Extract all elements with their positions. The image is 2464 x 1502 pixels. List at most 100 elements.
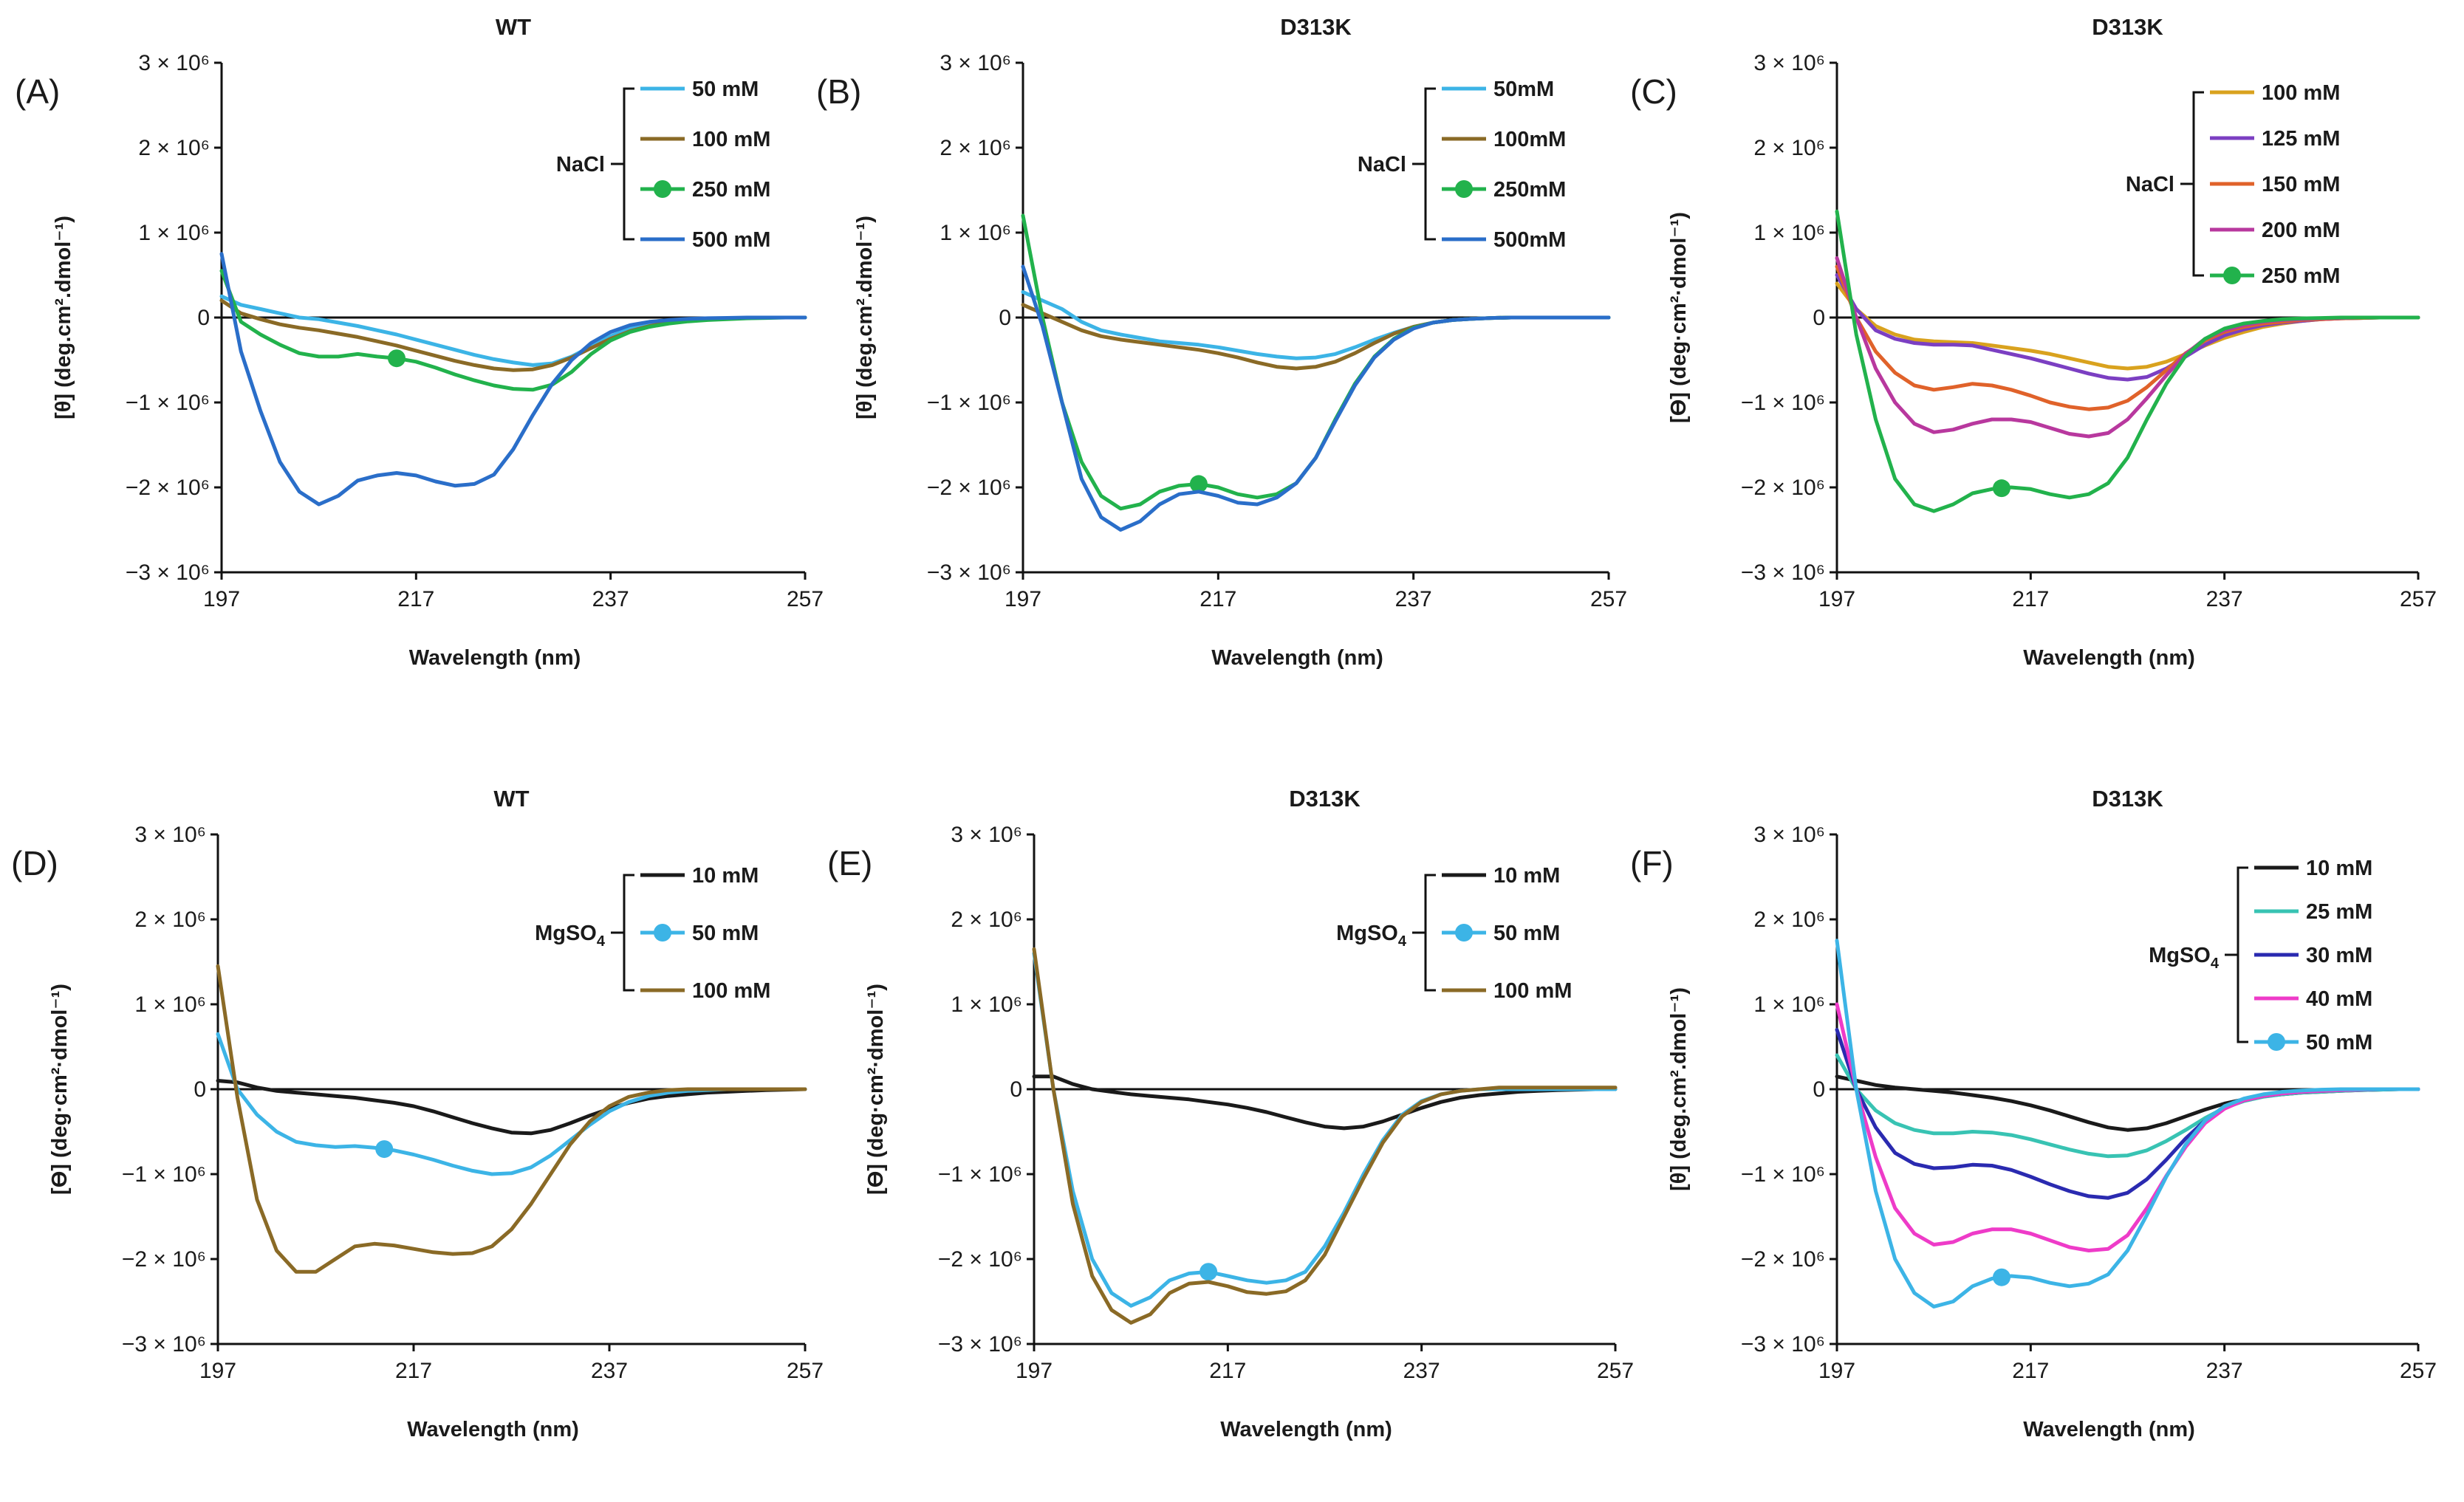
legend-bracket [623, 87, 634, 241]
y-tick-label: 2 × 10⁶ [940, 136, 1011, 160]
y-tick-label: 2 × 10⁶ [1753, 908, 1825, 932]
legend-entry-label: 50mM [1493, 78, 1554, 101]
y-tick-label: 0 [1813, 306, 1825, 330]
y-tick-label: −1 × 10⁶ [1741, 1162, 1825, 1187]
series-line [1021, 290, 1611, 360]
x-tick-label: 217 [395, 1359, 432, 1383]
y-axis-title: [ϴ] (deg·cm²·dmol⁻¹) [1667, 212, 1691, 423]
x-tick-label: 197 [1005, 587, 1041, 611]
x-axis-title: Wavelength (nm) [407, 1418, 579, 1441]
panel-title: D313K [2092, 14, 2163, 40]
series-line [219, 252, 807, 507]
panel-letter: (D) [11, 844, 58, 882]
legend-salt-label: NaCl [556, 153, 605, 176]
y-tick-label: 3 × 10⁶ [134, 823, 206, 847]
legend-entry-label: 250mM [1493, 178, 1566, 202]
y-axis-title: [ϴ] (deg·cm²·dmol⁻¹) [864, 984, 888, 1195]
legend-marker [654, 924, 671, 942]
y-tick-label: 1 × 10⁶ [1753, 992, 1825, 1017]
x-tick-label: 217 [397, 587, 434, 611]
legend-marker [2268, 1033, 2285, 1051]
series-line [1835, 273, 2420, 382]
series-marker [1189, 475, 1208, 493]
x-tick-label: 257 [787, 1359, 824, 1383]
legend-entry-label: 125 mM [2262, 127, 2340, 151]
y-tick-label: 0 [1813, 1077, 1825, 1102]
y-tick-label: −1 × 10⁶ [126, 391, 210, 415]
y-tick-label: 1 × 10⁶ [138, 221, 210, 245]
legend-entry-label: 30 mM [2306, 944, 2372, 967]
x-tick-label: 237 [1403, 1359, 1440, 1383]
x-axis-title: Wavelength (nm) [409, 646, 581, 670]
panel-title: D313K [1280, 14, 1352, 40]
x-axis-title: Wavelength (nm) [1211, 646, 1383, 670]
legend-entry-label: 10 mM [2306, 857, 2372, 880]
y-tick-label: −1 × 10⁶ [927, 391, 1011, 415]
legend-marker [2223, 267, 2241, 284]
series-line [1835, 1053, 2420, 1159]
series-line [1032, 947, 1618, 1325]
panel-title: WT [493, 786, 529, 812]
legend-entry-label: 50 mM [692, 922, 759, 945]
series-line [1021, 213, 1611, 511]
y-axis-title: [ϴ] (deg·cm²·dmol⁻¹) [48, 984, 72, 1195]
y-tick-label: −2 × 10⁶ [938, 1247, 1022, 1272]
series-line [1021, 264, 1611, 532]
y-axis-title: [θ] (deg.cm².dmol⁻¹) [52, 216, 75, 419]
series-marker [1992, 1268, 2010, 1286]
legend-salt-label: MgSO4 [1336, 922, 1407, 950]
x-axis-title: Wavelength (nm) [2023, 1418, 2195, 1441]
y-tick-label: −1 × 10⁶ [1741, 391, 1825, 415]
y-tick-label: −1 × 10⁶ [122, 1162, 206, 1187]
series-line [1835, 1028, 2420, 1200]
x-tick-label: 217 [1209, 1359, 1246, 1383]
y-tick-label: −3 × 10⁶ [927, 560, 1011, 585]
series-line [1835, 1074, 2420, 1132]
y-tick-label: 3 × 10⁶ [1753, 51, 1825, 75]
y-tick-label: 3 × 10⁶ [1753, 823, 1825, 847]
y-tick-label: 1 × 10⁶ [1753, 221, 1825, 245]
legend-entry-label: 100 mM [2262, 81, 2340, 105]
series-marker [1992, 479, 2010, 498]
legend-entry-label: 50 mM [2306, 1031, 2372, 1055]
x-axis-title: Wavelength (nm) [1220, 1418, 1392, 1441]
panel-title: WT [496, 14, 531, 40]
x-tick-label: 197 [1818, 1359, 1855, 1383]
x-tick-label: 197 [199, 1359, 236, 1383]
legend-salt-label: MgSO4 [2149, 944, 2220, 972]
legend-entry-label: 250 mM [2262, 264, 2340, 288]
legend-entry-label: 200 mM [2262, 219, 2340, 242]
y-tick-label: 0 [194, 1077, 206, 1102]
x-tick-label: 217 [2012, 587, 2049, 611]
panel-letter: (A) [15, 72, 60, 111]
legend-marker [654, 180, 671, 198]
x-tick-label: 237 [592, 587, 629, 611]
y-tick-label: −3 × 10⁶ [122, 1332, 206, 1357]
y-tick-label: 1 × 10⁶ [951, 992, 1022, 1017]
x-tick-label: 217 [2012, 1359, 2049, 1383]
panel-letter: (B) [816, 72, 861, 111]
y-tick-label: −1 × 10⁶ [938, 1162, 1022, 1187]
y-tick-label: −2 × 10⁶ [126, 476, 210, 500]
y-tick-label: 0 [197, 306, 210, 330]
legend-entry-label: 100mM [1493, 128, 1566, 151]
y-axis-title: [θ] (deg.cm².dmol⁻¹) [1667, 987, 1691, 1191]
y-tick-label: −2 × 10⁶ [1741, 1247, 1825, 1272]
legend-bracket [1424, 87, 1436, 241]
legend-entry-label: 150 mM [2262, 173, 2340, 196]
y-tick-label: −2 × 10⁶ [927, 476, 1011, 500]
x-tick-label: 237 [591, 1359, 628, 1383]
panel-letter: (F) [1630, 844, 1674, 882]
legend-marker [1455, 924, 1473, 942]
y-tick-label: 2 × 10⁶ [134, 908, 206, 932]
x-axis-title: Wavelength (nm) [2023, 646, 2195, 670]
legend-entry-label: 50 mM [1493, 922, 1560, 945]
series-line [1835, 281, 2420, 371]
x-tick-label: 257 [1590, 587, 1627, 611]
y-tick-label: −3 × 10⁶ [1741, 1332, 1825, 1357]
legend-entry-label: 100 mM [1493, 979, 1572, 1003]
y-tick-label: 3 × 10⁶ [138, 51, 210, 75]
chart-panel-f: (F) D313K 3 × 10⁶ 2 × 10⁶ 1 × 10⁶ 0 −1 × 10⁶ −2… [1630, 786, 2437, 1441]
legend-entry-label: 25 mM [2306, 900, 2372, 924]
